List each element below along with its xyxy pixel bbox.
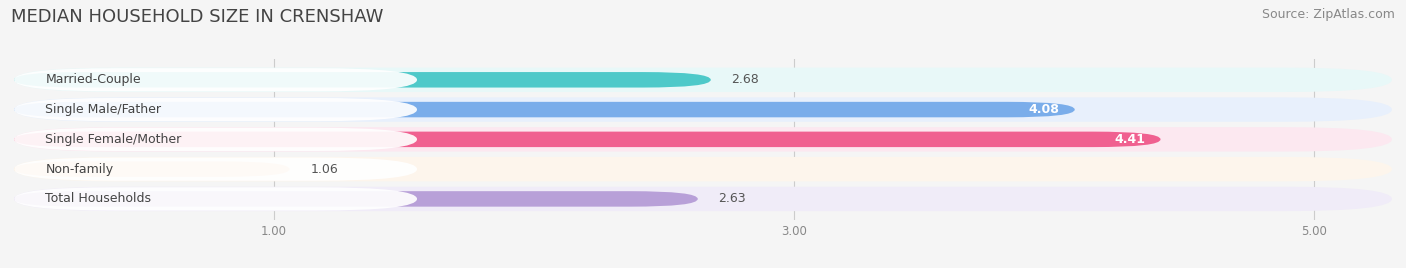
Text: Total Households: Total Households [45,192,152,205]
Text: 2.63: 2.63 [718,192,747,205]
FancyBboxPatch shape [14,68,1392,92]
FancyBboxPatch shape [14,187,418,211]
Text: Single Female/Mother: Single Female/Mother [45,133,181,146]
FancyBboxPatch shape [14,98,418,121]
FancyBboxPatch shape [14,68,418,91]
FancyBboxPatch shape [14,187,1392,211]
Text: Married-Couple: Married-Couple [45,73,141,86]
FancyBboxPatch shape [14,191,697,207]
FancyBboxPatch shape [14,158,418,181]
FancyBboxPatch shape [14,161,290,177]
FancyBboxPatch shape [14,157,1392,181]
FancyBboxPatch shape [14,127,1392,152]
Text: 4.41: 4.41 [1114,133,1144,146]
Text: Source: ZipAtlas.com: Source: ZipAtlas.com [1261,8,1395,21]
Text: 1.06: 1.06 [311,163,339,176]
Text: 4.08: 4.08 [1028,103,1059,116]
Text: 2.68: 2.68 [731,73,759,86]
Text: MEDIAN HOUSEHOLD SIZE IN CRENSHAW: MEDIAN HOUSEHOLD SIZE IN CRENSHAW [11,8,384,26]
FancyBboxPatch shape [14,97,1392,122]
Text: Non-family: Non-family [45,163,114,176]
Text: Single Male/Father: Single Male/Father [45,103,162,116]
FancyBboxPatch shape [14,102,1074,117]
FancyBboxPatch shape [14,132,1160,147]
FancyBboxPatch shape [14,72,711,88]
FancyBboxPatch shape [14,128,418,151]
